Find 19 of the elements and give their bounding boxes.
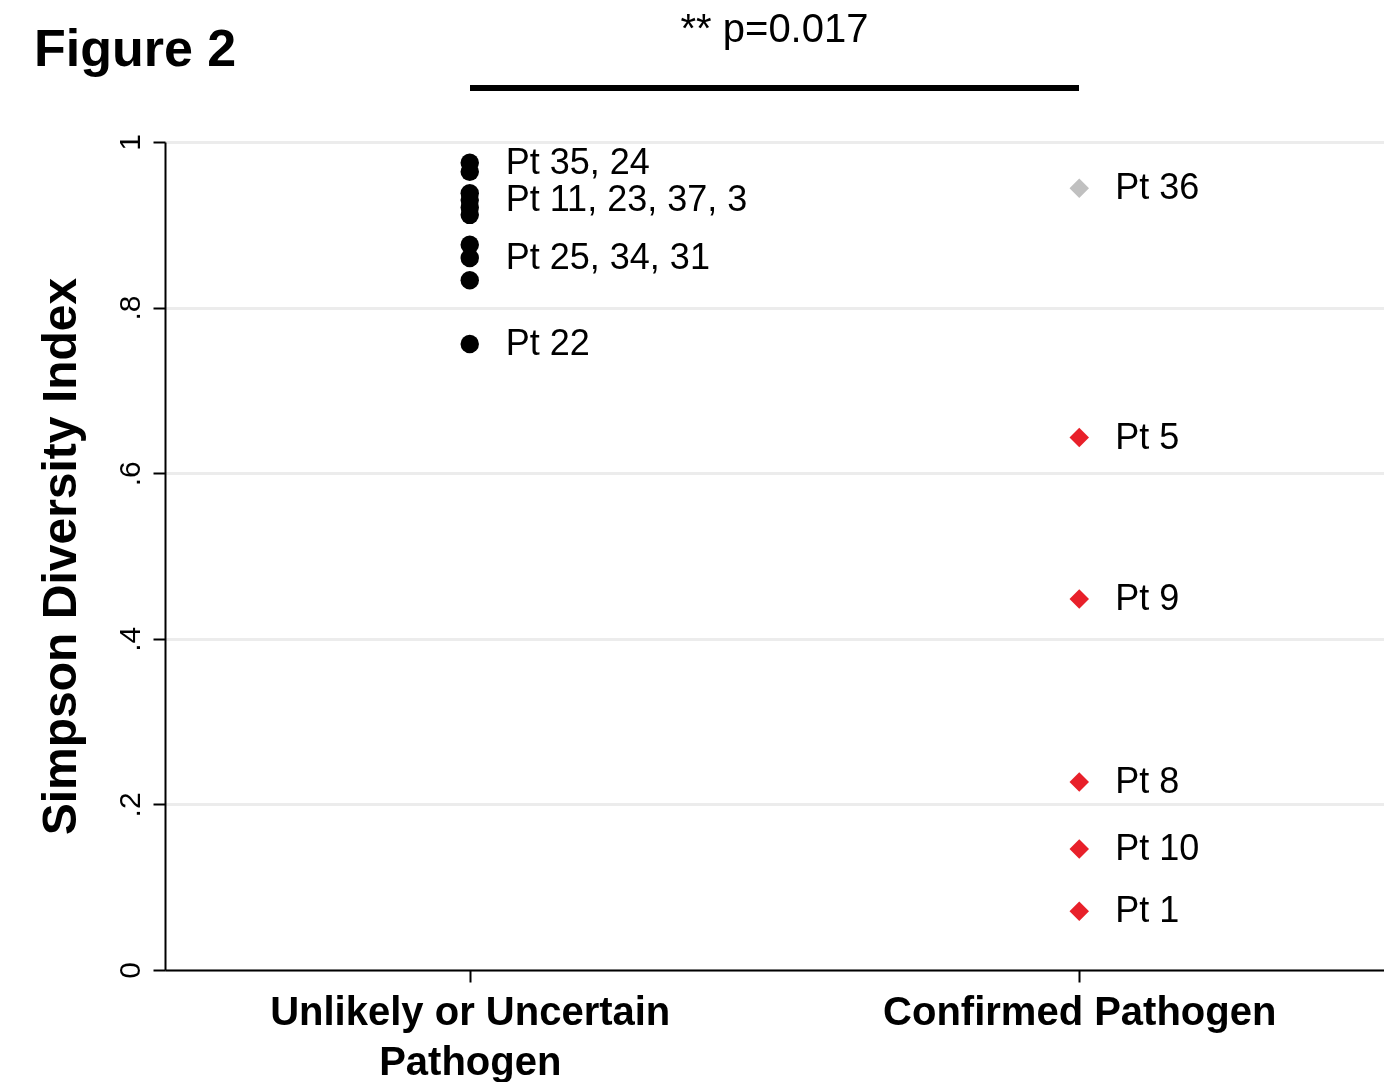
annotation: Pt 5 xyxy=(1115,415,1180,457)
annotation: Pt 10 xyxy=(1115,827,1200,869)
x-tick-label: Confirmed Pathogen xyxy=(883,988,1277,1033)
annotation: Pt 8 xyxy=(1115,760,1180,802)
annotation: Pt 22 xyxy=(505,322,590,364)
y-tick-label: .4 xyxy=(112,626,146,652)
y-tick-label: .6 xyxy=(112,461,146,487)
y-tick-label: 0 xyxy=(112,962,146,979)
annotation: Pt 1 xyxy=(1115,889,1180,931)
y-tick-label: .8 xyxy=(112,295,146,321)
y-tick-label: 1 xyxy=(112,134,146,151)
annotation: Pt 25, 34, 31 xyxy=(505,235,710,277)
annotation: Pt 36 xyxy=(1115,166,1200,208)
annotation: Pt 35, 24 xyxy=(505,140,650,182)
y-tick-label: .2 xyxy=(112,792,146,818)
chart-title: Figure 2 xyxy=(34,18,237,78)
y-axis-title: Simpson Diversity Index xyxy=(32,277,86,836)
annotation: Pt 9 xyxy=(1115,577,1180,619)
text: ** p=0.017 xyxy=(680,6,869,51)
